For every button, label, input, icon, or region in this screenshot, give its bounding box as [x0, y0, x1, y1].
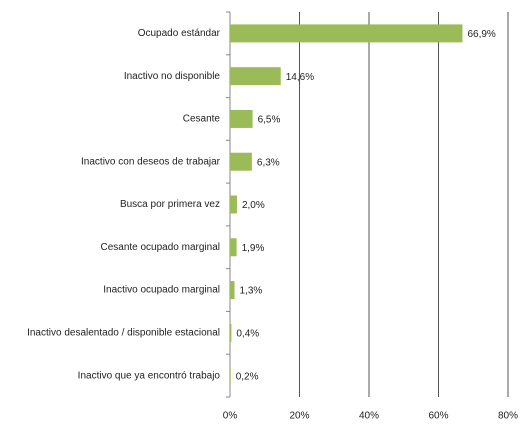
bar	[230, 109, 253, 128]
y-tick-label: Cesante	[183, 114, 221, 125]
y-tick-label: Inactivo desalentado / disponible estaci…	[27, 327, 220, 338]
y-tick-label: Inactivo que ya encontró trabajo	[78, 370, 221, 381]
y-tick-label: Inactivo con deseos de trabajar	[81, 156, 221, 167]
bar	[230, 67, 281, 86]
bar	[230, 152, 252, 171]
value-label: 1,9%	[242, 243, 265, 254]
y-tick-label: Ocupado estándar	[138, 28, 221, 39]
value-label: 6,5%	[258, 115, 281, 126]
value-label: 14,6%	[286, 72, 314, 83]
value-label: 6,3%	[257, 157, 280, 168]
x-tick-label: 40%	[359, 411, 379, 422]
y-tick-label: Busca por primera vez	[120, 199, 220, 210]
x-tick-label: 60%	[428, 411, 448, 422]
bar	[230, 323, 232, 342]
x-tick-label: 0%	[223, 411, 238, 422]
bar	[230, 238, 237, 257]
bar	[230, 366, 231, 385]
value-label: 0,2%	[236, 371, 259, 382]
x-tick-label: 20%	[289, 411, 309, 422]
y-tick-label: Inactivo no disponible	[124, 71, 221, 82]
y-tick-label: Cesante ocupado marginal	[100, 242, 220, 253]
value-label: 0,4%	[236, 328, 259, 339]
bar	[230, 281, 235, 300]
x-tick-label: 80%	[498, 411, 518, 422]
value-label: 1,3%	[240, 286, 263, 297]
value-label: 2,0%	[242, 200, 265, 211]
bar	[230, 195, 237, 214]
bar	[230, 24, 463, 43]
y-tick-label: Inactivo ocupado marginal	[103, 285, 220, 296]
value-label: 66,9%	[467, 29, 495, 40]
